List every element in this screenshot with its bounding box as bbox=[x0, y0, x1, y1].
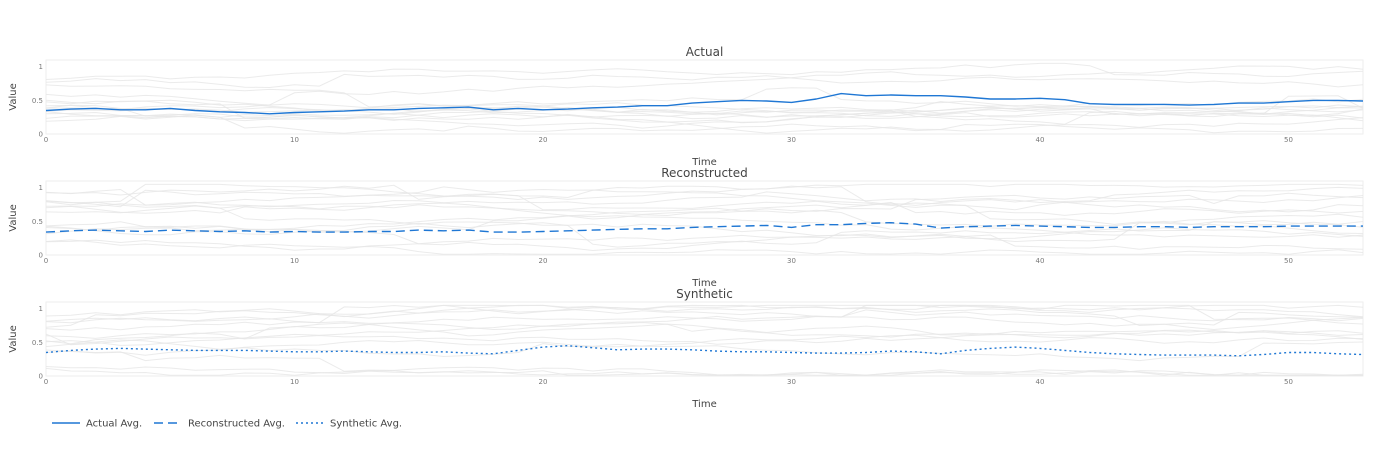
background-trace bbox=[46, 185, 1363, 213]
background-trace bbox=[46, 339, 1363, 362]
x-tick-label: 0 bbox=[44, 378, 48, 386]
background-trace bbox=[46, 195, 1363, 215]
plot-frame bbox=[45, 180, 1364, 256]
background-trace bbox=[46, 186, 1363, 208]
background-trace bbox=[46, 233, 1363, 251]
panel-title: Actual bbox=[686, 45, 724, 59]
legend-label: Actual Avg. bbox=[86, 419, 142, 430]
background-trace bbox=[46, 192, 1363, 235]
y-tick-label: 1 bbox=[39, 184, 43, 192]
y-axis-title: Value bbox=[8, 325, 19, 352]
x-tick-label: 10 bbox=[290, 257, 299, 265]
legend-label: Reconstructed Avg. bbox=[188, 419, 285, 430]
y-axis-title: Value bbox=[8, 204, 19, 231]
background-trace bbox=[46, 304, 1363, 327]
panel-title: Synthetic bbox=[676, 287, 733, 301]
x-tick-label: 0 bbox=[44, 257, 48, 265]
background-trace bbox=[46, 309, 1363, 339]
panel-title: Reconstructed bbox=[661, 166, 748, 180]
x-tick-label: 40 bbox=[1036, 257, 1045, 265]
x-tick-label: 10 bbox=[290, 378, 299, 386]
x-tick-label: 30 bbox=[787, 136, 796, 144]
y-axis-title: Value bbox=[8, 83, 19, 110]
legend: Actual Avg. Reconstructed Avg. Synthetic A… bbox=[52, 419, 402, 430]
y-tick-label: 0.5 bbox=[32, 218, 43, 226]
background-trace bbox=[46, 108, 1363, 134]
background-traces bbox=[46, 62, 1363, 134]
background-trace bbox=[46, 106, 1363, 122]
background-trace bbox=[46, 202, 1363, 238]
x-tick-label: 30 bbox=[787, 257, 796, 265]
x-tick-label: 20 bbox=[539, 136, 548, 144]
background-trace bbox=[46, 183, 1363, 204]
y-tick-label: 0 bbox=[39, 252, 43, 260]
x-tick-label: 10 bbox=[290, 136, 299, 144]
background-traces bbox=[46, 304, 1363, 376]
background-trace bbox=[46, 186, 1363, 225]
legend-item: Actual Avg. bbox=[52, 419, 142, 430]
background-trace bbox=[46, 304, 1363, 322]
background-trace bbox=[46, 304, 1363, 328]
y-tick-label: 0 bbox=[39, 373, 43, 381]
panel-synthetic: 0 10 20 30 40 50 0 0.5 1 Synthetic Time Value bbox=[8, 287, 1364, 410]
x-tick-label: 40 bbox=[1036, 136, 1045, 144]
background-trace bbox=[46, 65, 1363, 111]
x-tick-label: 30 bbox=[787, 378, 796, 386]
background-trace bbox=[46, 239, 1363, 255]
x-tick-label: 20 bbox=[539, 378, 548, 386]
legend-label: Synthetic Avg. bbox=[330, 419, 402, 430]
background-trace bbox=[46, 62, 1363, 80]
background-trace bbox=[46, 73, 1363, 89]
background-trace bbox=[46, 304, 1363, 331]
x-axis-title: Time bbox=[691, 278, 716, 289]
background-trace bbox=[46, 84, 1363, 119]
x-tick-label: 0 bbox=[44, 136, 48, 144]
x-tick-label: 50 bbox=[1284, 378, 1293, 386]
x-tick-label: 40 bbox=[1036, 378, 1045, 386]
series-line-reconstructed-avg bbox=[45, 221, 1363, 233]
y-tick-label: 0.5 bbox=[32, 339, 43, 347]
background-trace bbox=[46, 105, 1363, 124]
x-tick-label: 50 bbox=[1284, 257, 1293, 265]
background-trace bbox=[46, 220, 1363, 248]
background-traces bbox=[46, 183, 1363, 255]
background-trace bbox=[46, 367, 1363, 376]
y-tick-label: 0.5 bbox=[32, 97, 43, 105]
background-trace bbox=[46, 349, 1363, 376]
y-tick-label: 0 bbox=[39, 131, 43, 139]
plot-frame bbox=[45, 59, 1364, 135]
series-line-actual-avg bbox=[45, 92, 1364, 115]
x-axis-title: Time bbox=[691, 399, 716, 410]
y-tick-label: 1 bbox=[39, 63, 43, 71]
x-tick-label: 50 bbox=[1284, 136, 1293, 144]
legend-item: Synthetic Avg. bbox=[296, 419, 402, 430]
y-tick-label: 1 bbox=[39, 305, 43, 313]
x-tick-label: 20 bbox=[539, 257, 548, 265]
panel-reconstructed: 0 10 20 30 40 50 0 0.5 1 Reconstructed Time Value bbox=[8, 166, 1364, 289]
background-trace bbox=[46, 95, 1363, 120]
background-trace bbox=[46, 321, 1363, 346]
background-trace bbox=[46, 220, 1363, 252]
panel-actual: 0 10 20 30 40 50 0 0.5 1 Actual Time Value bbox=[8, 45, 1364, 168]
x-axis-title: Time bbox=[691, 157, 716, 168]
background-trace bbox=[46, 334, 1363, 358]
background-trace bbox=[46, 184, 1363, 216]
background-trace bbox=[46, 330, 1363, 345]
background-trace bbox=[46, 114, 1363, 134]
legend-item: Reconstructed Avg. bbox=[154, 419, 285, 430]
